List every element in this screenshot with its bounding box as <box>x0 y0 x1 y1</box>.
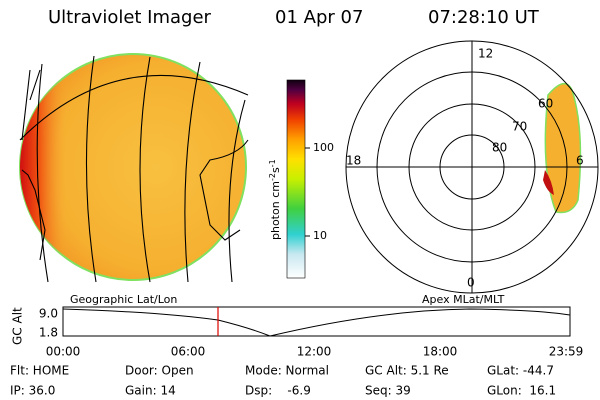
info-panel: Flt: HOME Door: Open Mode: Normal GC Alt: 5… <box>10 364 556 398</box>
mlat-label: 80 <box>492 141 507 155</box>
time: 07:28:10 UT <box>428 7 540 28</box>
unit: photon cm <box>269 181 282 240</box>
mlt-label: 12 <box>478 47 493 61</box>
info-field: GLat: -44.7 <box>487 364 554 378</box>
x-tick-label: 00:00 <box>46 345 81 359</box>
info-field: Mode: Normal <box>245 364 329 378</box>
unit-exp: -1 <box>268 159 277 167</box>
mlt-label: 6 <box>576 154 584 168</box>
x-tick-label: 06:00 <box>171 345 206 359</box>
info-field: Dsp: -6.9 <box>245 384 311 398</box>
x-tick-label: 12:00 <box>297 345 332 359</box>
colorbar-label: photon cm-2s-1 <box>268 159 283 240</box>
earth-image <box>19 53 249 283</box>
altitude-plot: Geographic Lat/Lon Apex MLat/MLT GC Alt … <box>11 293 584 359</box>
plot-title: Apex MLat/MLT <box>422 293 505 306</box>
unit-exp: -2 <box>268 173 277 181</box>
colorbar-tick-label: 100 <box>313 141 334 154</box>
y-axis-label: GC Alt <box>11 307 25 345</box>
mlt-label: 0 <box>467 276 475 290</box>
info-field: Seq: 39 <box>365 384 411 398</box>
info-field: Gain: 14 <box>125 384 176 398</box>
x-tick-label: 18:00 <box>423 345 458 359</box>
info-field: GC Alt: 5.1 Re <box>365 364 449 378</box>
unit: s <box>269 167 282 173</box>
mlat-label: 60 <box>538 97 553 111</box>
info-field: IP: 36.0 <box>10 384 55 398</box>
mlat-label: 70 <box>512 120 527 134</box>
date: 01 Apr 07 <box>275 7 363 28</box>
info-field: Door: Open <box>125 364 194 378</box>
mlt-label: 18 <box>346 154 361 168</box>
polar-plot: 12 18 6 0 60 70 80 <box>345 40 599 294</box>
y-tick-label: 9.0 <box>39 307 58 321</box>
y-tick-label: 1.8 <box>39 326 58 340</box>
color-bar <box>286 79 306 279</box>
colorbar-tick-label: 10 <box>313 229 327 242</box>
instrument-title: Ultraviolet Imager <box>48 7 212 28</box>
plot-title: Geographic Lat/Lon <box>70 293 177 306</box>
info-field: GLon: 16.1 <box>487 384 556 398</box>
info-field: Flt: HOME <box>10 364 69 378</box>
x-tick-label: 23:59 <box>549 345 584 359</box>
